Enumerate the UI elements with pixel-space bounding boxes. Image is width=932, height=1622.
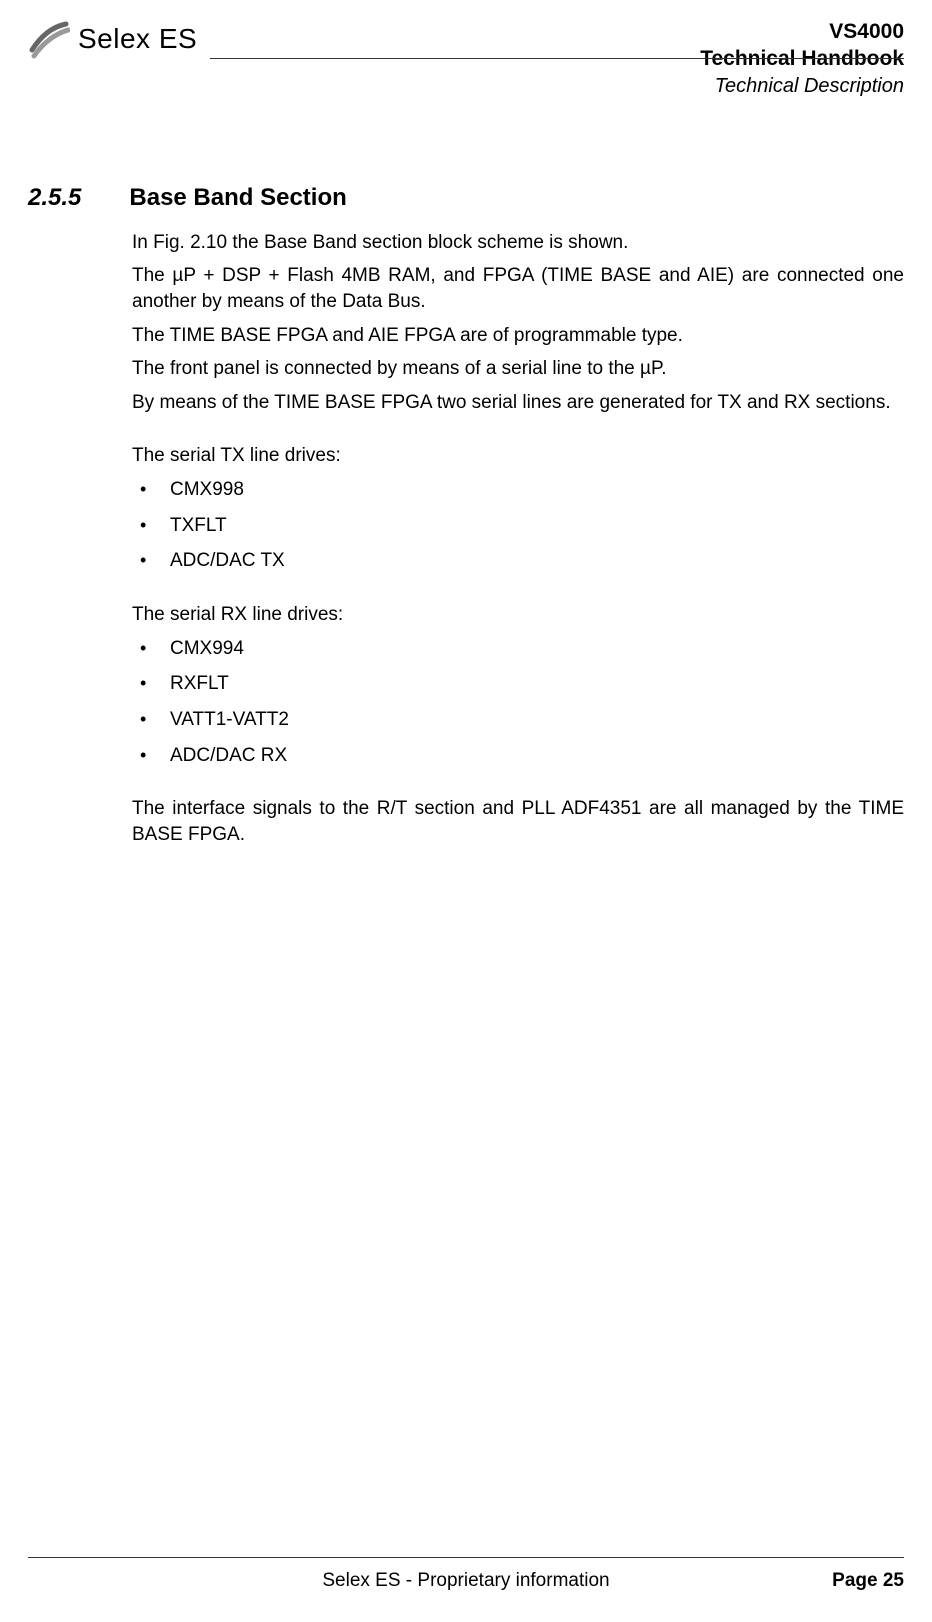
list-item: TXFLT: [132, 513, 904, 539]
list-item: VATT1-VATT2: [132, 707, 904, 733]
paragraph: The interface signals to the R/T section…: [132, 796, 904, 847]
tx-list: CMX998 TXFLT ADC/DAC TX: [132, 477, 904, 574]
list-item: RXFLT: [132, 671, 904, 697]
rx-list: CMX994 RXFLT VATT1-VATT2 ADC/DAC RX: [132, 636, 904, 769]
list-item: ADC/DAC RX: [132, 743, 904, 769]
list-item: CMX994: [132, 636, 904, 662]
header-subtitle: Technical Description: [700, 73, 904, 99]
footer-center: Selex ES - Proprietary information: [28, 1570, 904, 1592]
footer-left-spacer: [28, 1570, 33, 1592]
page-footer: Selex ES - Proprietary information Page …: [28, 1557, 904, 1592]
paragraph: The µP + DSP + Flash 4MB RAM, and FPGA (…: [132, 263, 904, 314]
tx-list-intro: The serial TX line drives:: [132, 443, 904, 469]
header-model: VS4000: [700, 18, 904, 45]
footer-divider: [28, 1557, 904, 1558]
paragraph: The front panel is connected by means of…: [132, 356, 904, 382]
body-text: In Fig. 2.10 the Base Band section block…: [132, 230, 904, 848]
logo-text: Selex ES: [78, 23, 197, 55]
list-item: CMX998: [132, 477, 904, 503]
footer-row: Selex ES - Proprietary information Page …: [28, 1570, 904, 1592]
logo-icon: [28, 18, 70, 60]
paragraph: The TIME BASE FPGA and AIE FPGA are of p…: [132, 323, 904, 349]
section-title: Base Band Section: [129, 184, 346, 212]
paragraph: By means of the TIME BASE FPGA two seria…: [132, 390, 904, 416]
footer-page-number: Page 25: [832, 1570, 904, 1592]
paragraph: In Fig. 2.10 the Base Band section block…: [132, 230, 904, 256]
header-divider: [210, 58, 904, 59]
section-number: 2.5.5: [28, 184, 81, 212]
page-content: 2.5.5 Base Band Section In Fig. 2.10 the…: [0, 99, 932, 848]
page-header: Selex ES VS4000 Technical Handbook Techn…: [0, 0, 932, 99]
rx-list-intro: The serial RX line drives:: [132, 602, 904, 628]
list-item: ADC/DAC TX: [132, 548, 904, 574]
logo-area: Selex ES: [28, 18, 197, 60]
section-heading: 2.5.5 Base Band Section: [28, 184, 904, 212]
